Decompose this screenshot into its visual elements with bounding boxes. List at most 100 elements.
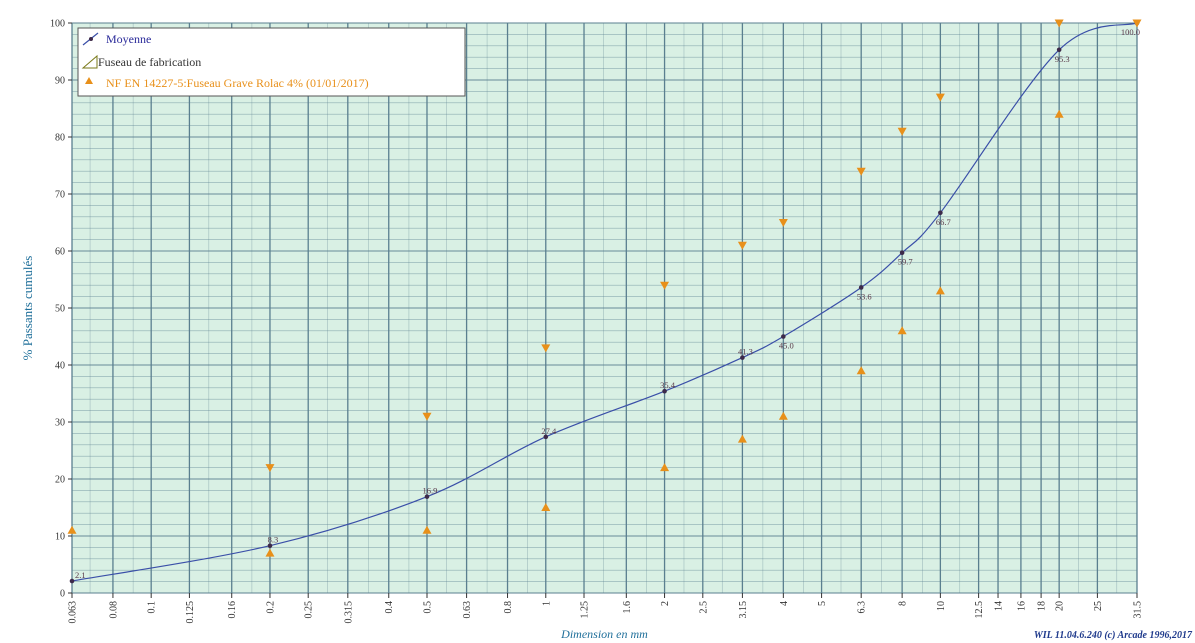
legend: Moyenne Fuseau de fabrication NF EN 1422…	[77, 27, 466, 97]
moyenne-point	[781, 334, 786, 339]
x-tick-label: 2	[660, 601, 671, 606]
x-tick-label: 0.63	[462, 601, 473, 619]
max-triangle-marker	[935, 93, 945, 102]
moyenne-data-label: 16.9	[423, 486, 438, 496]
fuseau-min-series	[67, 109, 1064, 557]
min-triangle-marker	[660, 463, 670, 472]
moyenne-data-label: 8.3	[268, 535, 279, 545]
x-tick-label: 0.16	[227, 601, 238, 619]
max-triangle-marker	[541, 344, 551, 353]
y-tick-label: 0	[60, 589, 65, 600]
min-triangle-marker	[422, 525, 432, 534]
min-triangle-marker	[737, 434, 747, 443]
max-triangle-marker	[1132, 19, 1142, 28]
legend-item-nf-en: NF EN 14227-5:Fuseau Grave Rolac 4% (01/…	[106, 76, 369, 90]
moyenne-data-label: 2.1	[75, 570, 86, 580]
max-triangle-marker	[265, 464, 275, 473]
legend-line-dot-icon	[89, 37, 93, 41]
moyenne-point	[938, 210, 943, 216]
max-triangle-marker	[856, 167, 866, 176]
fuseau-max-series	[265, 19, 1142, 473]
moyenne-data-label: 95.3	[1055, 54, 1070, 64]
x-tick-label: 20	[1055, 601, 1066, 611]
x-tick-label: 0.4	[384, 601, 395, 614]
x-tick-label: 0.5	[422, 601, 433, 614]
moyenne-point	[543, 434, 549, 440]
x-tick-label: 1.6	[622, 601, 633, 614]
x-tick-label: 10	[936, 601, 947, 611]
max-triangle-marker	[1054, 19, 1064, 28]
x-tick-label: 18	[1037, 601, 1048, 611]
y-tick-label: 100	[50, 19, 65, 30]
moyenne-series: 2.1 8.3 16.9 27.4 35.4 41.3 45.0 53.6 59.7 66.7 95…	[69, 20, 1140, 584]
min-triangle-marker	[935, 286, 945, 295]
x-tick-label: 1	[541, 601, 552, 606]
x-tick-label: 16	[1016, 601, 1027, 611]
x-tick-label: 0.125	[185, 601, 196, 624]
max-triangle-marker	[660, 281, 670, 290]
y-tick-label: 70	[55, 190, 65, 201]
max-triangle-marker	[778, 219, 788, 227]
x-tick-label: 0.2	[265, 601, 276, 614]
x-tick-label: 8	[898, 601, 909, 606]
moyenne-point	[424, 494, 430, 499]
min-triangle-marker	[1054, 109, 1064, 118]
moyenne-data-label: 27.4	[541, 426, 557, 436]
x-tick-label: 1.25	[580, 601, 591, 619]
x-tick-label: 0.25	[304, 601, 315, 619]
moyenne-data-label: 66.7	[936, 217, 951, 227]
x-tick-label: 0.1	[147, 601, 158, 614]
y-gridlines	[72, 22, 1137, 594]
x-tick-labels: 0.063 0.08 0.1 0.125 0.16 0.2 0.25 0.315 0.4 0.5 0…	[68, 593, 1144, 624]
y-tick-label: 40	[55, 361, 65, 372]
moyenne-point	[1056, 47, 1062, 53]
moyenne-data-label: 59.7	[898, 257, 913, 267]
software-credit: WIL 11.04.6.240 (c) Arcade 1996,2017	[1034, 630, 1193, 641]
moyenne-data-label: 100.0	[1121, 27, 1140, 37]
min-triangle-marker	[541, 503, 551, 511]
min-triangle-marker	[856, 366, 866, 375]
legend-item-fuseau-fabrication: Fuseau de fabrication	[98, 55, 201, 69]
x-axis-label: Dimension en mm	[560, 627, 648, 641]
y-tick-label: 10	[55, 532, 65, 543]
y-tick-label: 80	[55, 133, 65, 144]
max-triangle-marker	[422, 412, 432, 421]
max-triangle-marker	[897, 127, 907, 136]
legend-box	[77, 27, 466, 97]
x-tick-label: 12.5	[974, 601, 985, 619]
y-tick-label: 20	[55, 475, 65, 486]
x-tick-label: 0.315	[343, 601, 354, 624]
legend-item-moyenne: Moyenne	[106, 32, 151, 46]
moyenne-point	[740, 355, 745, 360]
moyenne-data-label: 35.4	[660, 380, 676, 390]
moyenne-data-label: 53.6	[857, 291, 872, 301]
x-tick-label: 4	[779, 601, 790, 606]
x-tick-label: 14	[994, 601, 1005, 611]
legend-band-icon	[81, 54, 98, 69]
moyenne-data-label: 41.3	[738, 347, 753, 357]
y-axis-label: % Passants cumulés	[20, 256, 35, 361]
moyenne-point	[858, 285, 864, 290]
x-tick-label: 3.15	[738, 601, 749, 619]
min-triangle-marker	[778, 411, 788, 420]
legend-triangle-icon	[85, 77, 93, 84]
y-tick-label: 30	[55, 418, 65, 429]
moyenne-point	[69, 578, 75, 584]
y-tick-label: 90	[55, 76, 65, 87]
moyenne-point	[899, 250, 905, 256]
min-triangle-marker	[897, 326, 907, 335]
min-triangle-marker	[67, 525, 77, 534]
moyenne-point	[662, 388, 667, 394]
min-triangle-marker	[265, 548, 275, 557]
max-triangle-marker	[737, 241, 747, 250]
x-tick-label: 25	[1093, 601, 1104, 611]
x-tick-label: 6.3	[857, 601, 868, 614]
x-tick-label: 0.8	[503, 601, 514, 614]
moyenne-point	[267, 543, 273, 548]
x-tick-label: 5	[817, 601, 828, 606]
x-tick-label: 31.5	[1133, 601, 1144, 619]
y-tick-labels: 0 10 20 30 40 50 60 70 80 90 100	[50, 19, 72, 600]
x-tick-label: 0.063	[68, 601, 79, 624]
moyenne-data-label: 45.0	[779, 341, 794, 351]
